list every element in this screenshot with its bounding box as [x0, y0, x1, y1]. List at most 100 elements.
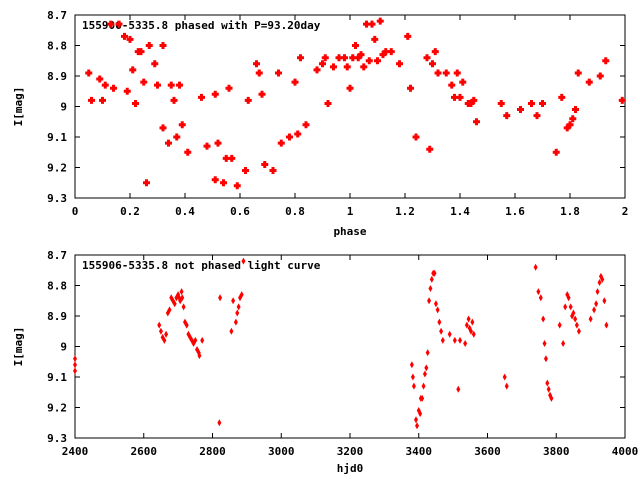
- phased-y-tick-label: 9.2: [47, 162, 67, 175]
- data-point: [539, 99, 546, 107]
- data-point: [277, 139, 285, 147]
- phased-x-tick-label: 1.6: [505, 205, 525, 218]
- data-point: [164, 330, 169, 338]
- data-point: [414, 416, 418, 424]
- data-point: [85, 69, 93, 77]
- data-point: [132, 99, 139, 107]
- data-point: [453, 69, 461, 77]
- data-point: [566, 294, 571, 302]
- data-point: [235, 309, 240, 317]
- phased-x-tick-label: 2: [622, 205, 629, 218]
- phased-y-tick-label: 8.7: [47, 9, 67, 22]
- data-point: [585, 78, 593, 86]
- data-point: [294, 130, 302, 138]
- data-point: [471, 330, 476, 338]
- data-point: [184, 321, 189, 329]
- data-point: [543, 355, 548, 363]
- data-point: [297, 54, 304, 62]
- data-point: [101, 81, 109, 89]
- data-point: [618, 96, 626, 104]
- data-point: [346, 84, 354, 92]
- data-point: [242, 167, 249, 175]
- data-point: [343, 63, 351, 71]
- data-point: [594, 300, 599, 308]
- data-point: [211, 176, 219, 184]
- phased-x-tick-label: 0.2: [120, 205, 140, 218]
- unphased-y-tick-label: 9: [60, 341, 67, 354]
- data-point: [600, 275, 605, 283]
- data-point: [217, 419, 222, 427]
- data-point: [424, 364, 429, 372]
- unphased-x-tick-label: 3800: [543, 445, 570, 458]
- data-point: [473, 118, 480, 126]
- data-point: [170, 96, 178, 104]
- data-point: [542, 339, 547, 347]
- data-point: [435, 306, 440, 314]
- data-point: [458, 336, 462, 344]
- data-point: [179, 288, 184, 296]
- data-point: [426, 145, 434, 153]
- data-point: [313, 66, 321, 74]
- data-point: [239, 291, 244, 299]
- unphased-chart-title: 155906-5335.8 not phased light curve: [82, 259, 321, 272]
- phased-y-tick-label: 8.9: [47, 70, 67, 83]
- data-point: [595, 288, 600, 296]
- data-point: [269, 167, 277, 175]
- unphased-x-tick-label: 2800: [199, 445, 226, 458]
- phased-x-tick-label: 0.6: [230, 205, 250, 218]
- data-point: [349, 54, 357, 62]
- data-point: [541, 315, 546, 323]
- data-point: [412, 133, 420, 141]
- data-point: [418, 410, 423, 418]
- data-point: [165, 139, 172, 147]
- data-point: [261, 160, 269, 168]
- data-point: [357, 51, 365, 59]
- data-point: [503, 112, 511, 120]
- data-point: [429, 60, 436, 68]
- data-point: [228, 154, 236, 162]
- phased-data-points: [85, 17, 626, 190]
- data-point: [140, 78, 148, 86]
- data-point: [218, 294, 223, 302]
- data-point: [552, 148, 560, 156]
- phased-y-tick-label: 9.3: [47, 192, 67, 205]
- data-point: [597, 278, 602, 286]
- data-point: [233, 318, 238, 326]
- data-point: [231, 297, 236, 305]
- data-point: [255, 69, 263, 77]
- data-point: [143, 179, 150, 187]
- data-point: [302, 121, 310, 129]
- unphased-x-axis-title: hjd0: [337, 462, 364, 475]
- data-point: [73, 367, 77, 375]
- data-point: [592, 306, 597, 314]
- data-point: [220, 179, 227, 187]
- phased-y-tick-label: 9: [60, 101, 67, 114]
- phased-x-tick-label: 0.8: [285, 205, 305, 218]
- data-point: [429, 275, 434, 283]
- data-point: [572, 106, 579, 114]
- data-point: [456, 93, 464, 101]
- phased-x-tick-label: 0.4: [175, 205, 195, 218]
- data-point: [538, 294, 543, 302]
- data-point: [396, 60, 403, 68]
- data-point: [440, 336, 445, 344]
- data-point: [470, 96, 478, 104]
- data-point: [602, 57, 610, 65]
- phased-light-curve-plot: 0 0.2 0.4 0.6 0.8 1 1.2 1.4 1.6 1.8 2 8.7 8.8 8.9 9 9.1…: [12, 9, 628, 238]
- data-point: [466, 315, 471, 323]
- phased-x-tick-label: 1: [347, 205, 354, 218]
- data-point: [107, 20, 115, 28]
- data-point: [354, 54, 362, 62]
- data-point: [352, 42, 359, 49]
- data-point: [157, 321, 162, 329]
- data-point: [415, 422, 420, 430]
- unphased-y-tick-label: 9.1: [47, 371, 67, 384]
- data-point: [459, 78, 467, 86]
- data-point: [371, 35, 379, 43]
- data-point: [421, 382, 426, 390]
- data-point: [291, 78, 299, 86]
- data-point: [180, 294, 185, 302]
- data-point: [546, 385, 551, 393]
- data-point: [172, 300, 177, 308]
- data-point: [376, 17, 384, 25]
